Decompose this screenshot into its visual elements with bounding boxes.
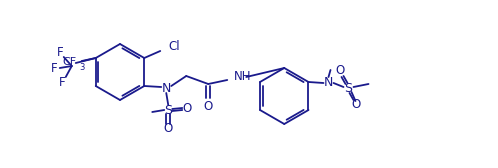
Text: S: S — [164, 103, 172, 116]
Text: O: O — [164, 122, 173, 136]
Text: O: O — [183, 101, 192, 115]
Text: N: N — [324, 75, 333, 89]
Text: 3: 3 — [79, 62, 85, 72]
Text: S: S — [345, 81, 353, 94]
Text: N: N — [161, 81, 171, 94]
Text: O: O — [204, 99, 213, 113]
Text: NH: NH — [234, 70, 252, 82]
Text: Cl: Cl — [168, 40, 180, 53]
Text: O: O — [336, 65, 345, 77]
Text: F: F — [58, 75, 65, 89]
Text: CF: CF — [63, 57, 77, 67]
Text: O: O — [352, 98, 361, 112]
Text: F: F — [56, 46, 63, 58]
Text: F: F — [50, 61, 57, 74]
